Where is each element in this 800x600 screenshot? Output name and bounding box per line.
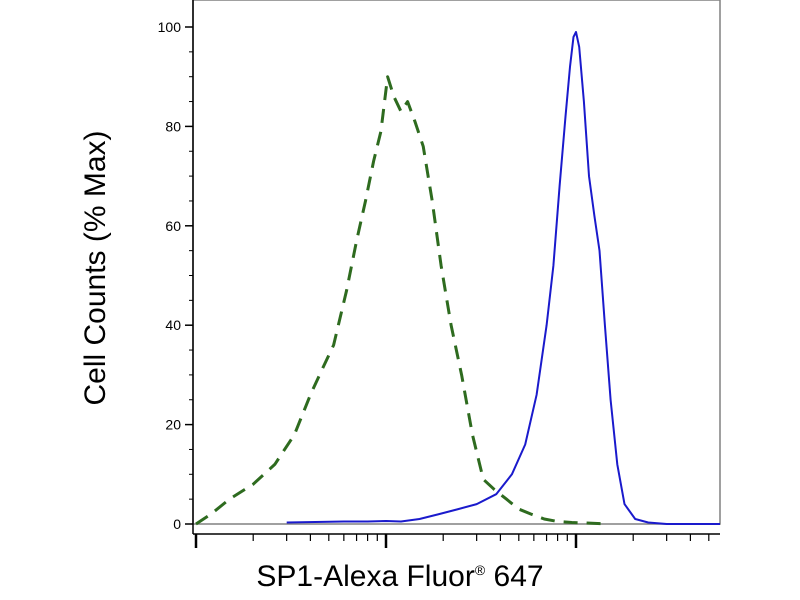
x-axis-title-suffix: 647 bbox=[493, 560, 544, 593]
x-axis bbox=[193, 533, 720, 548]
y-axis: 0 20 40 60 80 100 bbox=[158, 0, 194, 534]
sp1-sample-series bbox=[286, 31, 720, 525]
registered-mark: ® bbox=[474, 562, 486, 578]
y-tick-label: 0 bbox=[173, 516, 181, 532]
y-tick-label: 100 bbox=[158, 19, 182, 35]
isotype-control-series bbox=[195, 75, 610, 526]
y-axis-title: Cell Counts (% Max) bbox=[79, 130, 112, 405]
y-tick-label: 60 bbox=[165, 218, 181, 234]
y-tick-label: 20 bbox=[165, 417, 181, 433]
x-axis-title: SP1-Alexa Fluor® 647 bbox=[0, 560, 800, 594]
y-tick-label: 40 bbox=[165, 317, 181, 333]
series-layer bbox=[195, 31, 720, 526]
x-axis-title-text: SP1-Alexa Fluor bbox=[256, 560, 475, 593]
plot-frame bbox=[192, 0, 721, 525]
y-tick-label: 80 bbox=[165, 118, 181, 134]
